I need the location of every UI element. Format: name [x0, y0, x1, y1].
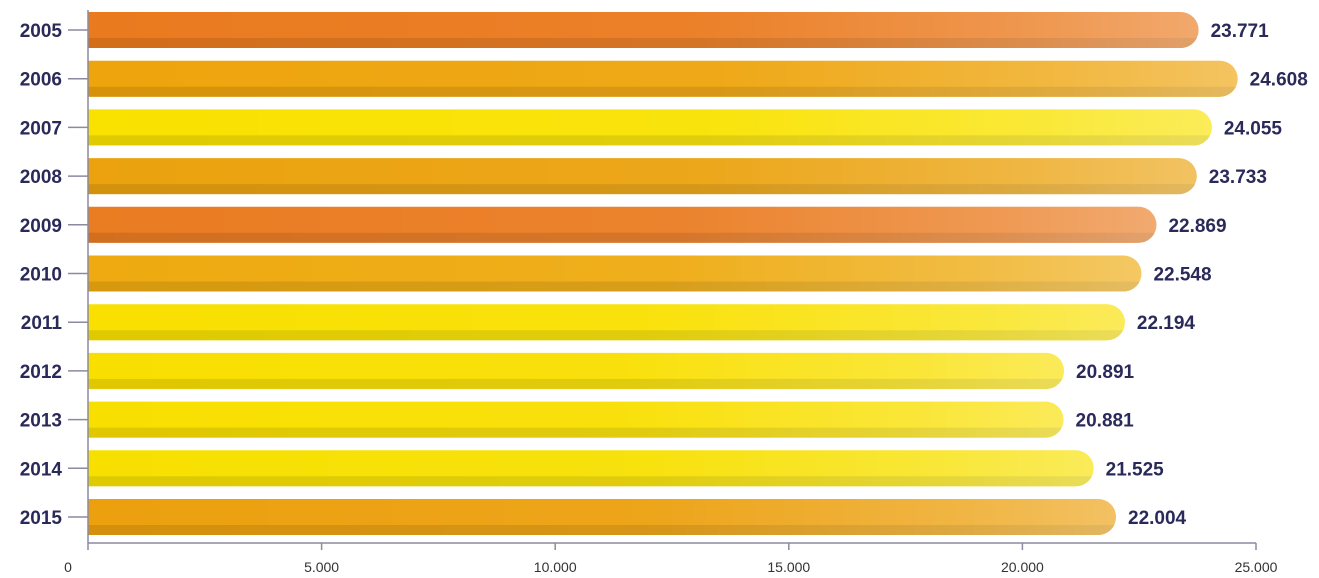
- y-tick-label-2006: 2006: [20, 70, 62, 91]
- y-tick-label-2010: 2010: [20, 265, 62, 286]
- x-tick-label-20000: 20.000: [1001, 559, 1044, 575]
- y-tick-label-2012: 2012: [20, 362, 62, 383]
- bar-sheen-2012: [88, 352, 1065, 389]
- x-tick-label-10000: 10.000: [534, 559, 577, 575]
- y-tick-label-2015: 2015: [20, 508, 63, 529]
- y-tick-label-2011: 2011: [21, 313, 63, 334]
- y-tick-label-2009: 2009: [20, 216, 62, 237]
- x-tick-label-0: 0: [64, 559, 72, 575]
- bar-sheen-2005: [88, 12, 1199, 48]
- x-tick-label-25000: 25.000: [1235, 559, 1278, 575]
- y-tick-label-2008: 2008: [20, 167, 62, 188]
- data-label-2006: 24.608: [1250, 70, 1308, 91]
- bars-layer: [88, 12, 1238, 535]
- data-label-2011: 22.194: [1137, 313, 1196, 334]
- y-tick-label-2005: 2005: [20, 21, 63, 42]
- y-tick-label-2014: 2014: [20, 459, 63, 480]
- data-label-2007: 24.055: [1224, 118, 1283, 139]
- data-label-2009: 22.869: [1168, 216, 1226, 237]
- bar-sheen-2008: [88, 158, 1197, 195]
- x-tick-label-15000: 15.000: [767, 559, 810, 575]
- y-tick-label-2013: 2013: [20, 411, 62, 432]
- bar-sheen-2009: [88, 206, 1157, 243]
- data-label-2014: 21.525: [1106, 459, 1165, 480]
- data-label-2010: 22.548: [1153, 265, 1211, 286]
- labels-layer: 2005 23.771 2006 24.608 2007 24.055 2008 23.733…: [20, 21, 1308, 575]
- data-label-2013: 20.881: [1076, 411, 1135, 432]
- bar-sheen-2010: [88, 255, 1142, 292]
- data-label-2008: 23.733: [1209, 167, 1267, 188]
- y-tick-label-2007: 2007: [20, 118, 62, 139]
- data-label-2012: 20.891: [1076, 362, 1135, 383]
- bar-sheen-2013: [88, 401, 1064, 438]
- x-tick-label-5000: 5.000: [304, 559, 339, 575]
- data-label-2015: 22.004: [1128, 508, 1187, 529]
- bar-sheen-2015: [88, 499, 1117, 535]
- bar-sheen-2007: [88, 109, 1212, 146]
- axes-layer: [68, 10, 1257, 550]
- bar-sheen-2006: [88, 60, 1238, 97]
- bar-sheen-2014: [88, 450, 1094, 487]
- bar-sheen-2011: [88, 304, 1125, 341]
- data-label-2005: 23.771: [1211, 21, 1270, 42]
